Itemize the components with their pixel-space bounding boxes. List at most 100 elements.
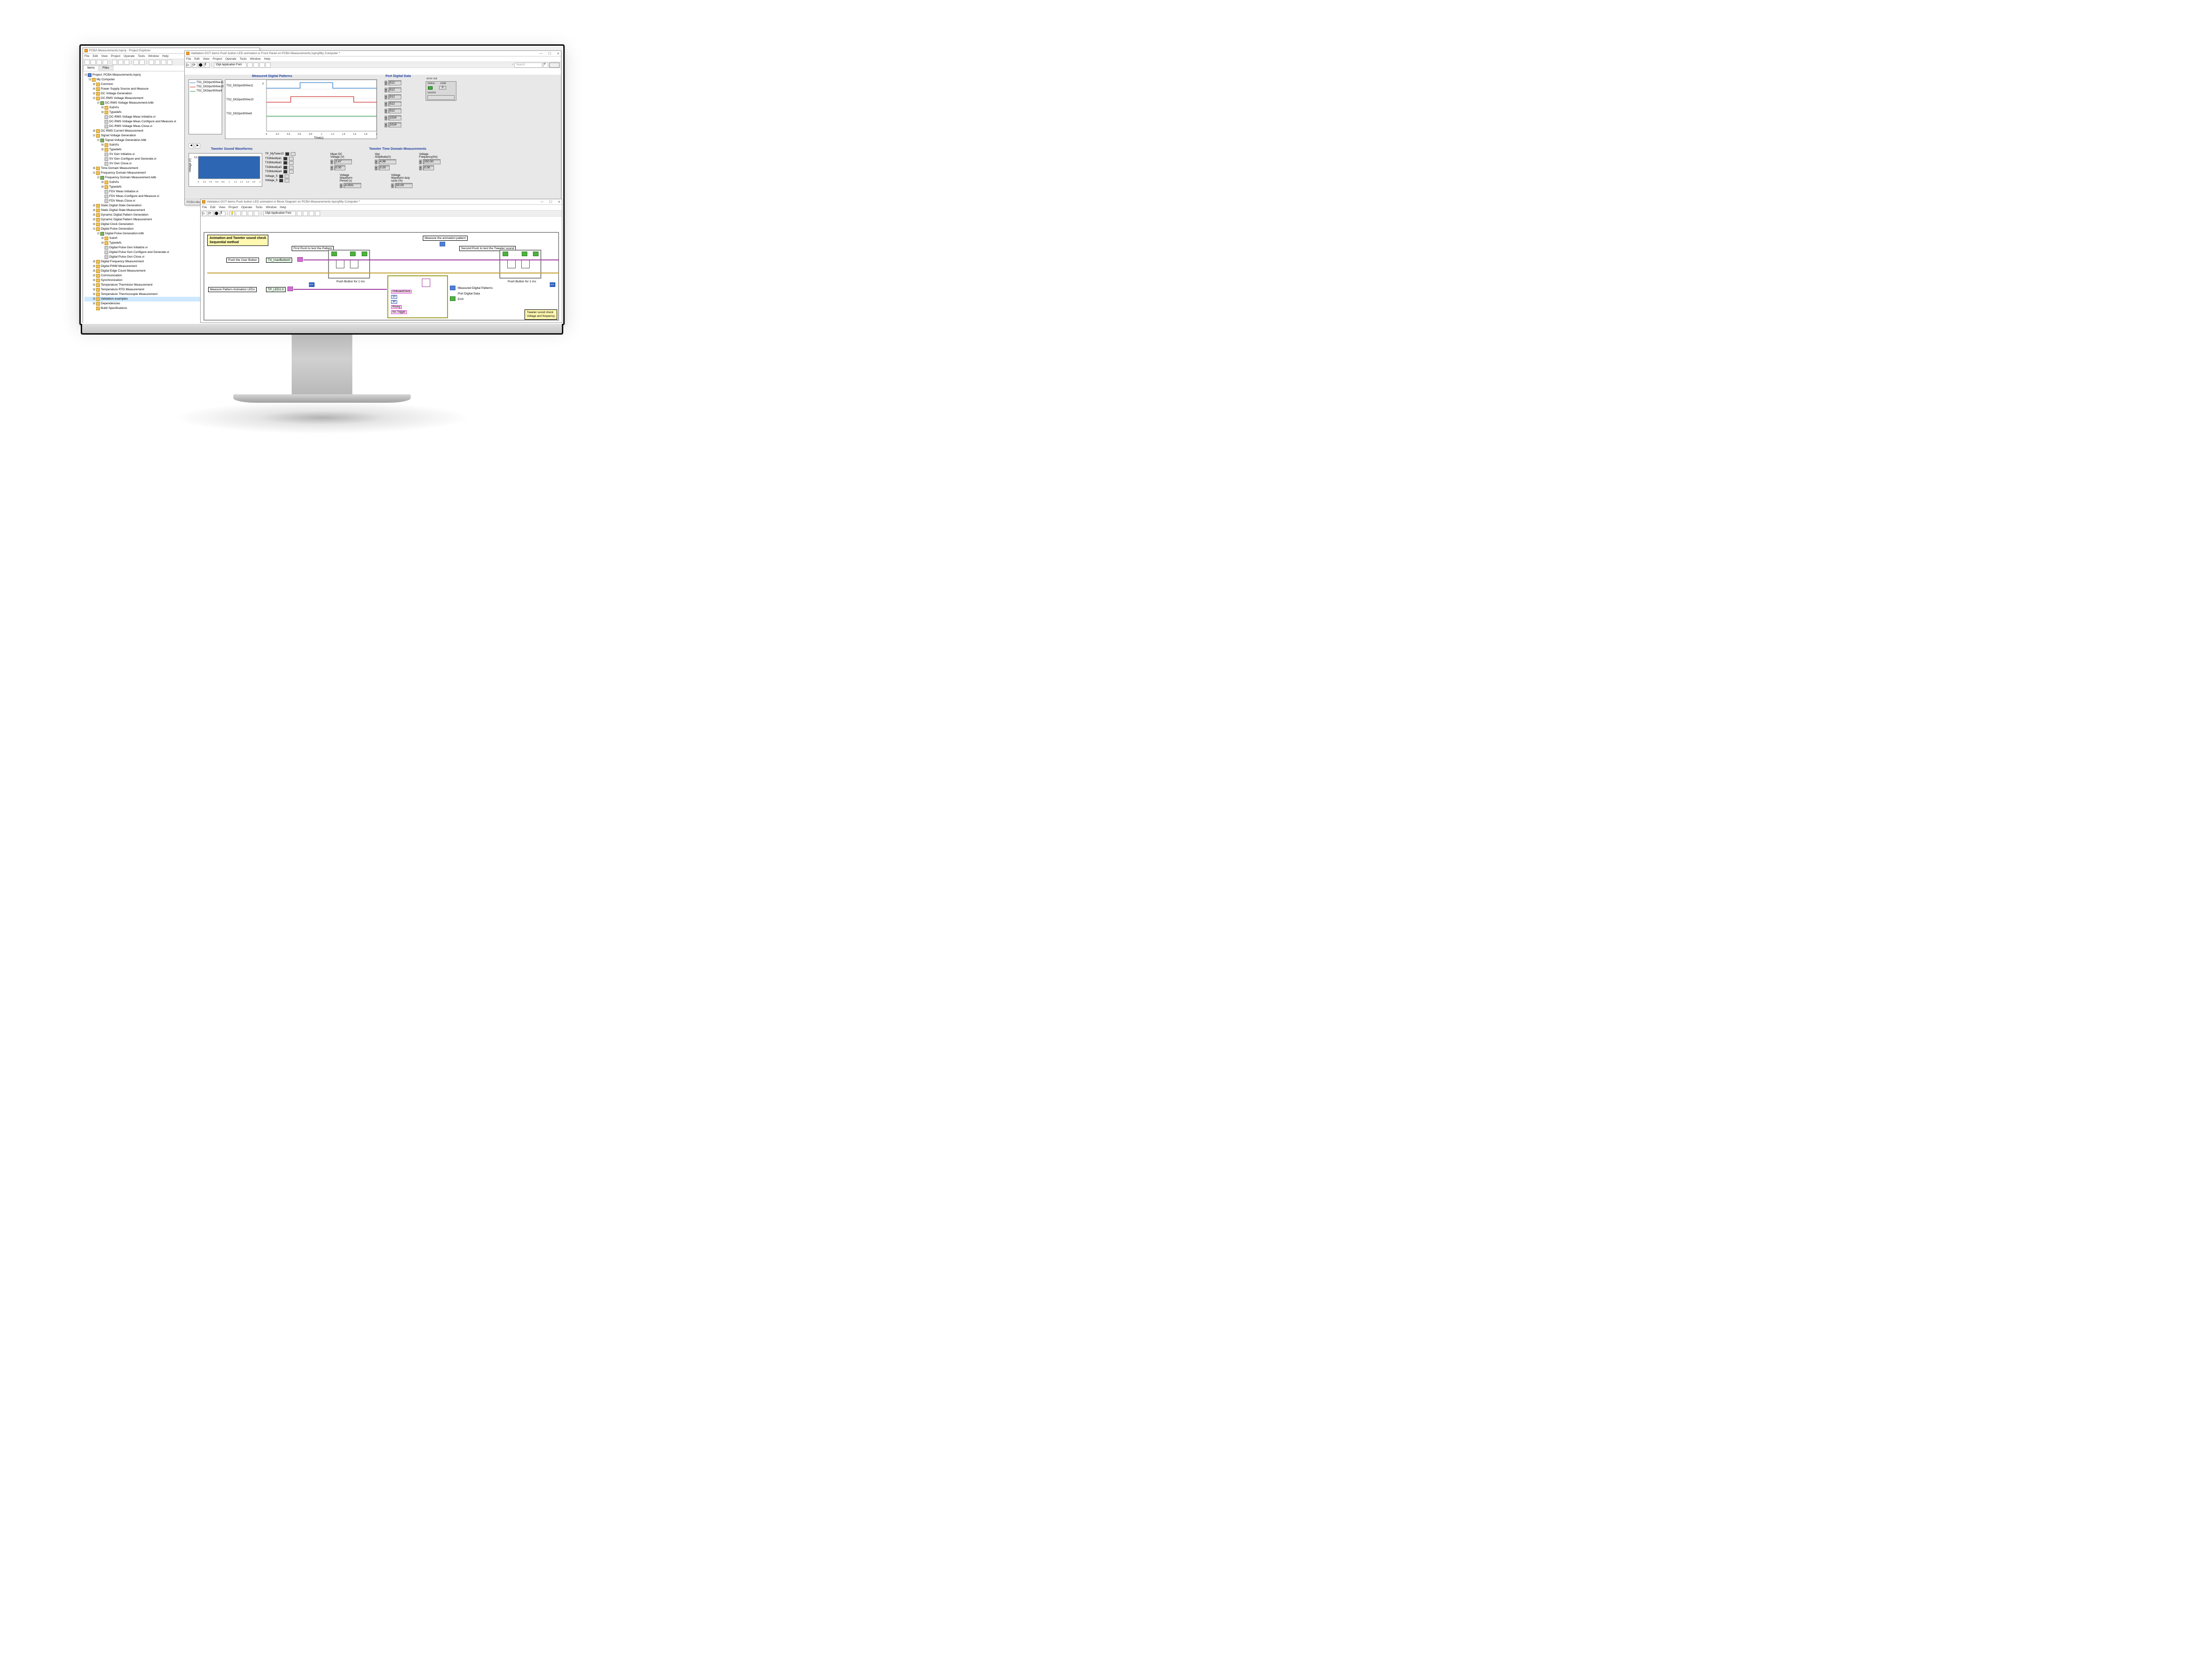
- align-button[interactable]: [247, 63, 252, 68]
- tab-items[interactable]: Items: [83, 65, 99, 71]
- window-title: PCBA Measurements.lvproj - Project Explo…: [89, 49, 151, 52]
- menu-file[interactable]: File: [202, 206, 207, 209]
- label-push-1ms-b: Push Button for 1 ms: [506, 280, 538, 284]
- toolbar-button[interactable]: [149, 60, 154, 65]
- menu-project[interactable]: Project: [213, 57, 222, 61]
- svg-text:5.5: 5.5: [194, 156, 197, 159]
- toolbar-button[interactable]: [161, 60, 166, 65]
- svg-text:0.2: 0.2: [203, 181, 206, 183]
- toolbar-button[interactable]: [118, 60, 123, 65]
- menu-edit[interactable]: Edit: [92, 55, 98, 58]
- minimize-button[interactable]: —: [539, 52, 543, 56]
- const-onboard-clock[interactable]: OnboardClock: [391, 290, 412, 294]
- subvi-push-c[interactable]: [507, 260, 516, 268]
- tweeter-legend-item: TS3Mod4|ai4: [265, 170, 295, 174]
- connector-pane-icon[interactable]: [549, 63, 560, 68]
- menu-project[interactable]: Project: [229, 206, 238, 209]
- retain-button[interactable]: [236, 211, 241, 216]
- menu-tools[interactable]: Tools: [255, 206, 262, 209]
- menu-window[interactable]: Window: [148, 55, 159, 58]
- menu-operate[interactable]: Operate: [225, 57, 237, 61]
- terminal-meas-dig[interactable]: [450, 286, 455, 290]
- const-no-trigger[interactable]: No Trigger: [391, 310, 407, 314]
- terminal-err0[interactable]: [450, 296, 455, 301]
- menu-view[interactable]: View: [219, 206, 225, 209]
- menu-window[interactable]: Window: [266, 206, 277, 209]
- menubar[interactable]: FileEdit ViewProjectOperateTools WindowHel…: [185, 56, 561, 62]
- run-continuous-button[interactable]: ⟳: [192, 63, 197, 68]
- window-block-diagram: Validation DUT demo Push button LED anim…: [200, 199, 562, 323]
- block-diagram-body[interactable]: Animation and Tweeter sound check Sequen…: [201, 217, 562, 322]
- run-button[interactable]: ▷: [186, 63, 191, 68]
- toolbar-button[interactable]: [103, 60, 108, 65]
- toolbar-button[interactable]: [124, 60, 129, 65]
- step-into-button[interactable]: [242, 211, 247, 216]
- menu-project[interactable]: Project: [111, 55, 120, 58]
- titlebar[interactable]: Validation DUT demo Push button LED anim…: [185, 51, 561, 56]
- const-10[interactable]: 10: [391, 295, 397, 299]
- menu-edit[interactable]: Edit: [194, 57, 199, 61]
- subvi-push-b[interactable]: [350, 260, 358, 268]
- menu-operate[interactable]: Operate: [124, 55, 135, 58]
- tab-files[interactable]: Files: [98, 65, 113, 71]
- toolbar-button[interactable]: [97, 60, 102, 65]
- menu-file[interactable]: File: [84, 55, 89, 58]
- pause-button[interactable]: ‖: [204, 63, 210, 68]
- menu-view[interactable]: View: [203, 57, 210, 61]
- const-rising[interactable]: Rising: [391, 305, 402, 309]
- distribute-button[interactable]: [253, 63, 259, 68]
- toolbar[interactable]: ▷ ⟳ ⬤ ‖ 💡 15pt Application Font: [201, 210, 562, 217]
- step-over-button[interactable]: [248, 211, 253, 216]
- help-button[interactable]: ?: [543, 63, 548, 68]
- subvi-push-a[interactable]: [336, 260, 344, 268]
- menu-tools[interactable]: Tools: [138, 55, 145, 58]
- toolbar-button[interactable]: [91, 60, 96, 65]
- svg-text:1.8: 1.8: [252, 181, 256, 183]
- run-continuous-button[interactable]: ⟳: [208, 211, 213, 216]
- toolbar-button[interactable]: [84, 60, 90, 65]
- menu-help[interactable]: Help: [280, 206, 286, 209]
- terminal-ddp-right[interactable]: DDP: [550, 282, 555, 287]
- font-selector[interactable]: 15pt Application Font: [214, 63, 246, 68]
- svg-text:0: 0: [198, 181, 199, 183]
- reorder-button[interactable]: [266, 63, 271, 68]
- search-input[interactable]: Search: [514, 63, 542, 68]
- toolbar-button[interactable]: [140, 60, 145, 65]
- toolbar-button[interactable]: [133, 60, 139, 65]
- menu-view[interactable]: View: [101, 55, 108, 58]
- menu-file[interactable]: File: [186, 57, 191, 61]
- resize-button[interactable]: [259, 63, 265, 68]
- label-port-dig: Port Digital Data: [456, 292, 481, 296]
- menu-operate[interactable]: Operate: [241, 206, 252, 209]
- scroll-left-button[interactable]: ◀: [189, 143, 194, 148]
- toolbar[interactable]: ▷ ⟳ ⬤ ‖ 15pt Application Font • Search ?: [185, 62, 561, 68]
- pause-button[interactable]: ‖: [220, 211, 225, 216]
- maximize-button[interactable]: ☐: [548, 52, 551, 56]
- terminal-ddp[interactable]: DDP: [309, 282, 315, 287]
- digital-patterns-chart[interactable]: TS2_DIO/port0/line11 TS2_DIO/port0/line1…: [225, 79, 377, 139]
- scroll-right-button[interactable]: ▶: [195, 143, 200, 148]
- toolbar-button[interactable]: [155, 60, 160, 65]
- menu-help[interactable]: Help: [264, 57, 270, 61]
- abort-button[interactable]: ⬤: [198, 63, 203, 68]
- tweeter-wave-chart[interactable]: Voltage (V) 5.5 00.20.40.60.811.21.41.61…: [189, 153, 262, 187]
- const-30[interactable]: 30: [391, 300, 397, 304]
- menubar[interactable]: FileEdit View ProjectOperateTools WindowHel…: [201, 205, 562, 210]
- toolbar-button[interactable]: [167, 60, 172, 65]
- subvi-push-d[interactable]: [521, 260, 530, 268]
- font-selector[interactable]: 15pt Application Font: [263, 211, 296, 216]
- titlebar[interactable]: Validation DUT demo Push button LED anim…: [201, 199, 562, 205]
- subvi-measure[interactable]: [422, 279, 430, 287]
- highlight-button[interactable]: 💡: [230, 211, 235, 216]
- close-button[interactable]: ✕: [557, 52, 560, 56]
- terminal-string[interactable]: [297, 257, 303, 262]
- run-button[interactable]: ▷: [202, 211, 207, 216]
- toolbar-button[interactable]: [112, 60, 117, 65]
- menu-help[interactable]: Help: [162, 55, 168, 58]
- menu-tools[interactable]: Tools: [239, 57, 246, 61]
- svg-text:0.6: 0.6: [298, 133, 301, 136]
- step-out-button[interactable]: [254, 211, 259, 216]
- menu-window[interactable]: Window: [250, 57, 261, 61]
- menu-edit[interactable]: Edit: [210, 206, 215, 209]
- abort-button[interactable]: ⬤: [214, 211, 219, 216]
